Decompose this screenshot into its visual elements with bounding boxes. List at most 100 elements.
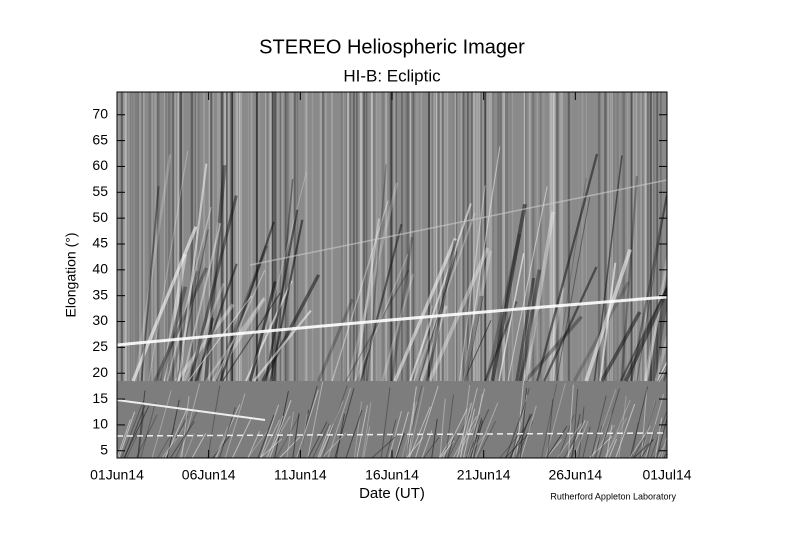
lower-streak xyxy=(207,385,221,458)
lower-streak xyxy=(460,385,471,458)
lower-streak xyxy=(408,402,416,458)
y-tick-label: 35 xyxy=(92,286,108,302)
lower-streak xyxy=(633,437,645,458)
lower-streak xyxy=(275,414,300,458)
lower-streak xyxy=(445,394,455,458)
diagonal-streak xyxy=(222,292,281,382)
diagonal-streak xyxy=(214,269,266,382)
lower-streak xyxy=(573,420,589,458)
diagonal-streak xyxy=(523,211,555,382)
chart-subtitle: HI-B: Ecliptic xyxy=(343,66,441,85)
lower-streak xyxy=(465,414,481,458)
lower-streak xyxy=(317,424,332,458)
lower-streak xyxy=(578,406,585,458)
diagonal-streak xyxy=(360,223,403,382)
lower-streak xyxy=(363,426,371,458)
x-tick-label: 26Jun14 xyxy=(548,467,602,483)
lower-streak xyxy=(618,395,627,458)
lower-streak xyxy=(421,430,433,458)
y-tick-label: 45 xyxy=(92,235,108,251)
lower-streak xyxy=(640,438,654,458)
y-tick-label: 30 xyxy=(92,312,108,328)
lower-streak xyxy=(257,414,275,458)
lower-streak xyxy=(570,413,581,458)
lower-streak xyxy=(505,401,527,458)
lower-streak xyxy=(650,409,667,458)
diagonal-streak xyxy=(188,195,238,382)
x-tick-label: 06Jun14 xyxy=(182,467,236,483)
diagonal-streak xyxy=(178,163,208,382)
diagonal-streak xyxy=(643,252,667,382)
lower-streak xyxy=(547,399,554,458)
lower-streak xyxy=(260,419,281,458)
lower-streak xyxy=(321,432,347,458)
lower-streak xyxy=(567,384,574,458)
lower-streak xyxy=(319,400,344,458)
diagonal-streak xyxy=(657,363,667,382)
diagonal-streak xyxy=(187,295,253,382)
lower-streak xyxy=(224,393,246,458)
lower-streak xyxy=(356,405,368,458)
diagonal-streak xyxy=(211,298,266,382)
diagonal-streak xyxy=(651,283,667,382)
lower-streak xyxy=(629,386,649,458)
lower-streak xyxy=(335,413,345,458)
lower-streak xyxy=(459,387,478,458)
lower-streak xyxy=(408,387,425,458)
diagonal-streak xyxy=(654,332,667,382)
diagonal-streak xyxy=(264,209,299,382)
diagonal-streak xyxy=(536,153,599,382)
lower-streak xyxy=(475,402,499,458)
lower-streak xyxy=(595,426,603,458)
lower-streak xyxy=(401,400,418,458)
diagonal-streak xyxy=(252,172,307,382)
lower-streak xyxy=(183,433,195,458)
y-tick-label: 70 xyxy=(92,105,108,121)
diagonal-streak xyxy=(161,253,188,382)
lower-streak xyxy=(590,395,607,458)
lower-streak xyxy=(520,405,537,458)
lower-streak xyxy=(124,405,146,458)
diagonal-streak xyxy=(140,186,160,382)
lower-streak xyxy=(214,426,229,458)
lower-streak xyxy=(473,420,484,458)
lower-streak xyxy=(470,418,483,458)
lower-streak xyxy=(455,423,477,458)
lower-streak xyxy=(137,390,146,458)
lower-dash xyxy=(117,432,667,437)
lower-track xyxy=(117,399,266,421)
lower-streak xyxy=(423,436,440,458)
lower-streak xyxy=(557,414,575,458)
diagonal-streak xyxy=(620,176,639,382)
diagonal-streak xyxy=(169,270,199,382)
diagonal-streak xyxy=(381,273,415,382)
lower-streak xyxy=(605,424,613,458)
lower-streak xyxy=(452,415,478,458)
lower-streak xyxy=(327,387,352,458)
lower-streak xyxy=(395,432,405,458)
lower-streak xyxy=(596,413,613,458)
lower-streak xyxy=(292,413,300,458)
diagonal-streak xyxy=(153,267,208,382)
diagonal-streak xyxy=(524,315,583,383)
lower-streak xyxy=(545,425,568,458)
lower-streak xyxy=(456,402,472,458)
diagonal-streak xyxy=(174,303,235,383)
y-tick-label: 20 xyxy=(92,364,108,380)
lower-streak xyxy=(608,438,618,458)
lower-streak xyxy=(589,436,613,458)
lower-streak xyxy=(353,401,363,458)
diagonal-streak xyxy=(200,222,221,382)
diagonal-streak xyxy=(183,282,225,382)
lower-streak xyxy=(438,434,454,458)
diagonal-streak xyxy=(630,188,667,382)
lower-streak xyxy=(121,400,144,458)
lower-streak xyxy=(629,425,651,458)
credit: Rutherford Appleton Laboratory xyxy=(550,491,676,501)
y-tick-label: 25 xyxy=(92,338,108,354)
diagonal-streak xyxy=(462,295,484,382)
diagonal-streak xyxy=(419,305,448,382)
lower-streak xyxy=(345,410,363,458)
lower-streak xyxy=(439,398,446,458)
y-tick-label: 15 xyxy=(92,390,108,406)
